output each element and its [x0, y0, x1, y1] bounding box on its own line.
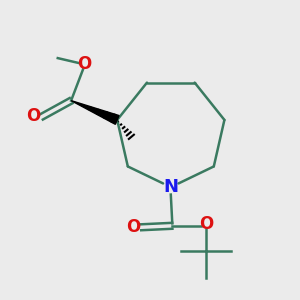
- Polygon shape: [71, 100, 119, 124]
- Text: O: O: [126, 218, 140, 236]
- Text: N: N: [163, 178, 178, 196]
- Text: O: O: [199, 215, 213, 233]
- Text: O: O: [26, 107, 40, 125]
- Text: O: O: [77, 55, 92, 73]
